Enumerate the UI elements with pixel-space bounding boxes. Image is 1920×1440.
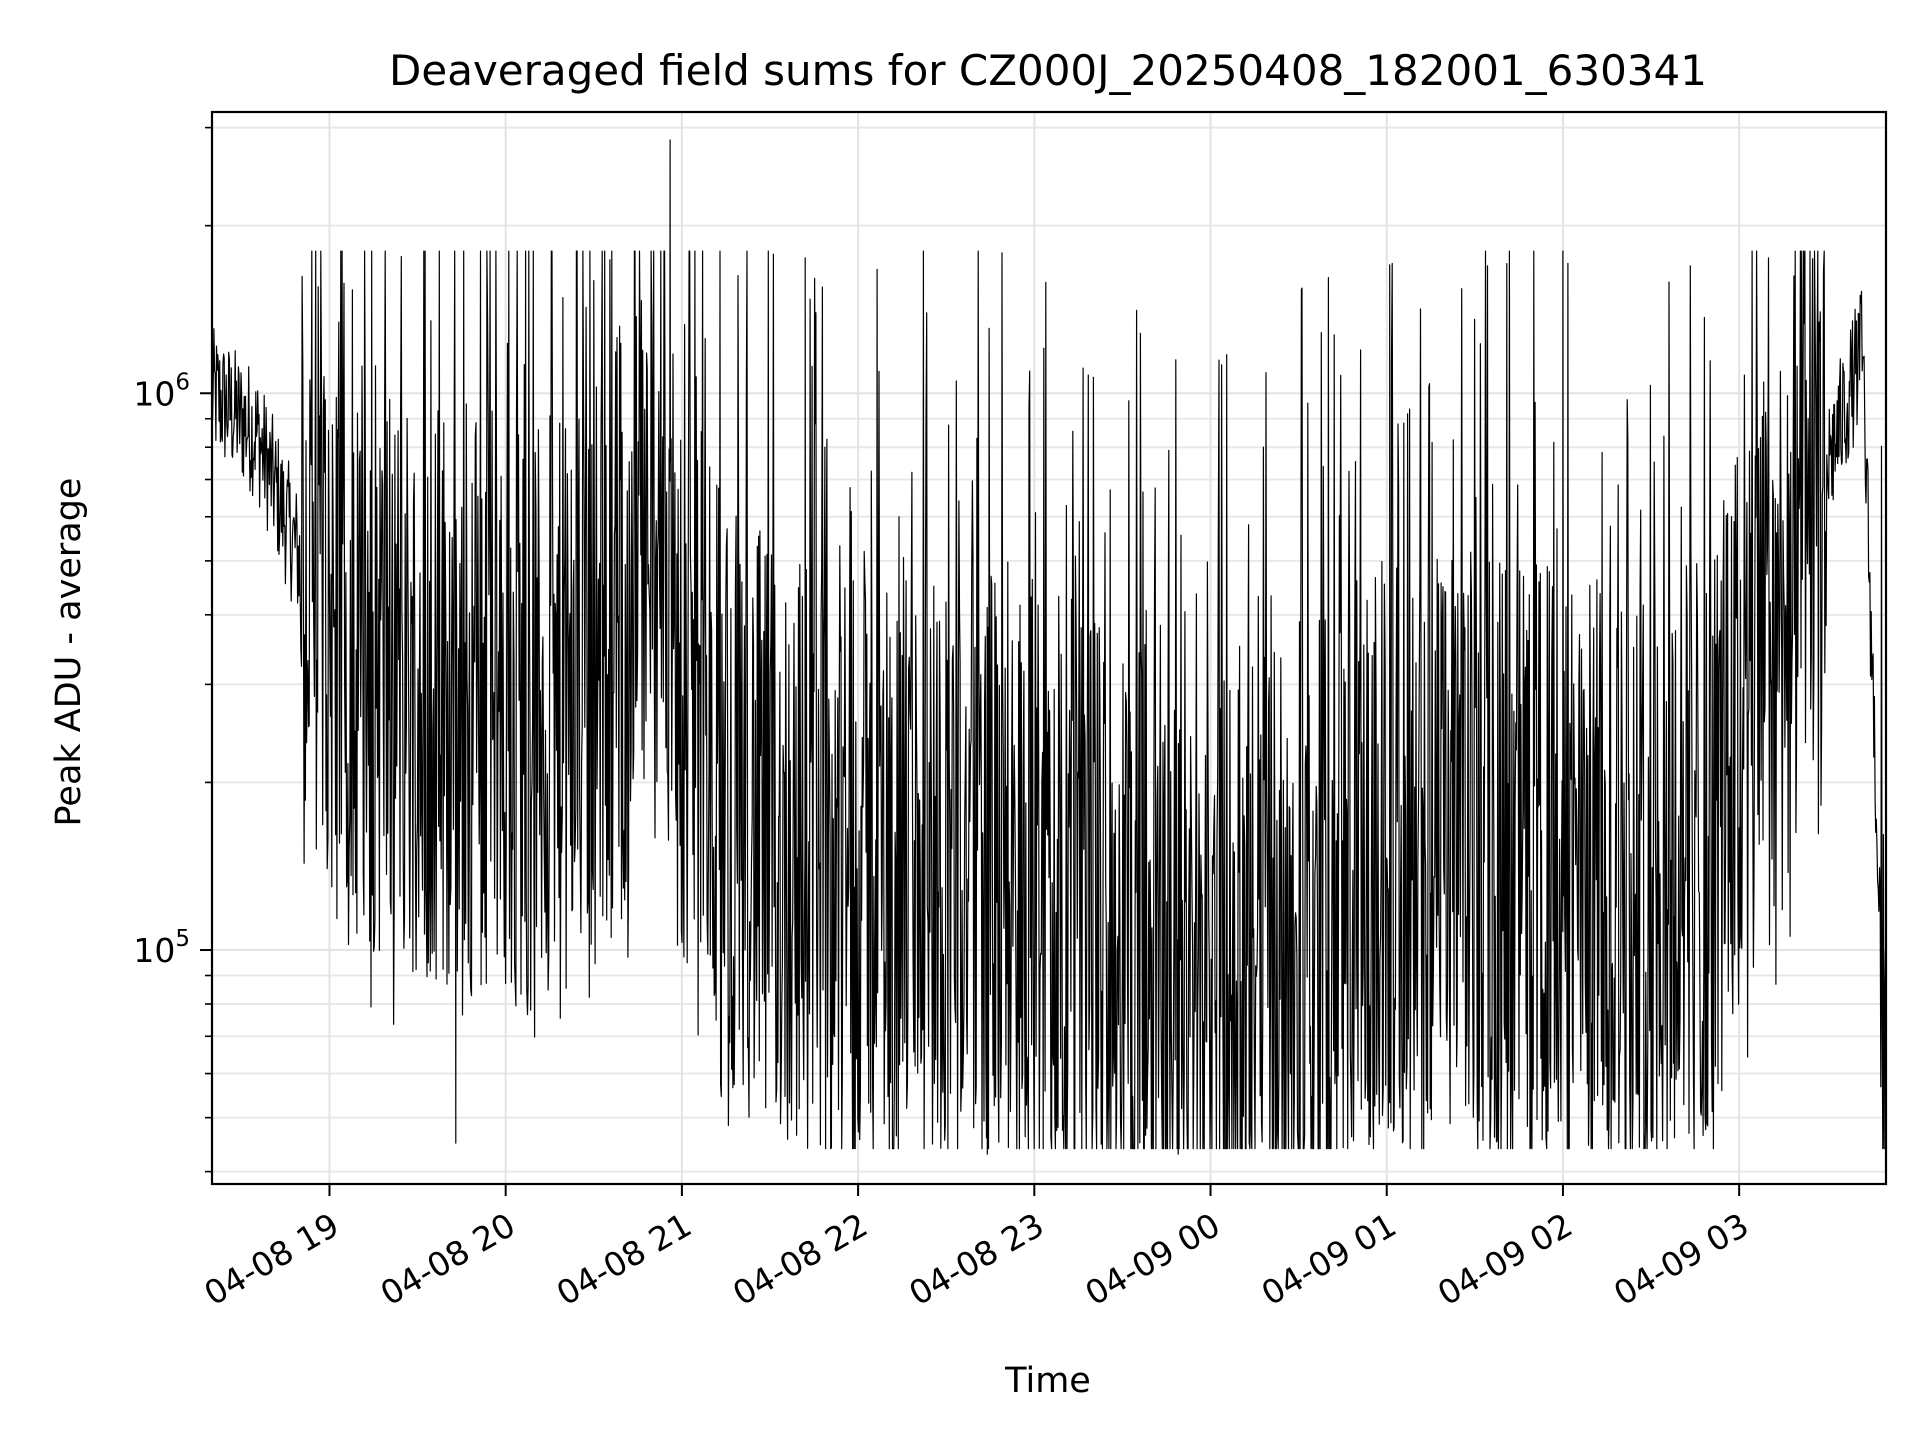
series-line-layer	[211, 139, 1887, 1155]
x-tick-label: 04-08 22	[726, 1205, 874, 1313]
x-tick-label: 04-09 02	[1431, 1205, 1579, 1313]
x-tick-label: 04-09 01	[1255, 1205, 1403, 1313]
plot-frame	[210, 110, 1888, 1186]
x-tick-label: 04-08 20	[374, 1205, 522, 1313]
y-axis-label: Peak ADU - average	[49, 478, 89, 827]
x-tick-label: 04-09 03	[1607, 1205, 1755, 1313]
y-tick-label: 106	[133, 369, 190, 413]
x-tick-label: 04-09 00	[1079, 1205, 1227, 1313]
x-tick-label: 04-08 23	[902, 1205, 1050, 1313]
x-tick-label: 04-08 19	[197, 1205, 345, 1313]
x-tick-label: 04-08 21	[550, 1205, 698, 1313]
series-line	[211, 139, 1887, 1155]
y-tick-label: 105	[133, 926, 190, 970]
x-axis-label: Time	[1004, 1361, 1091, 1401]
chart-title: Deaveraged field sums for CZ000J_2025040…	[389, 46, 1707, 95]
